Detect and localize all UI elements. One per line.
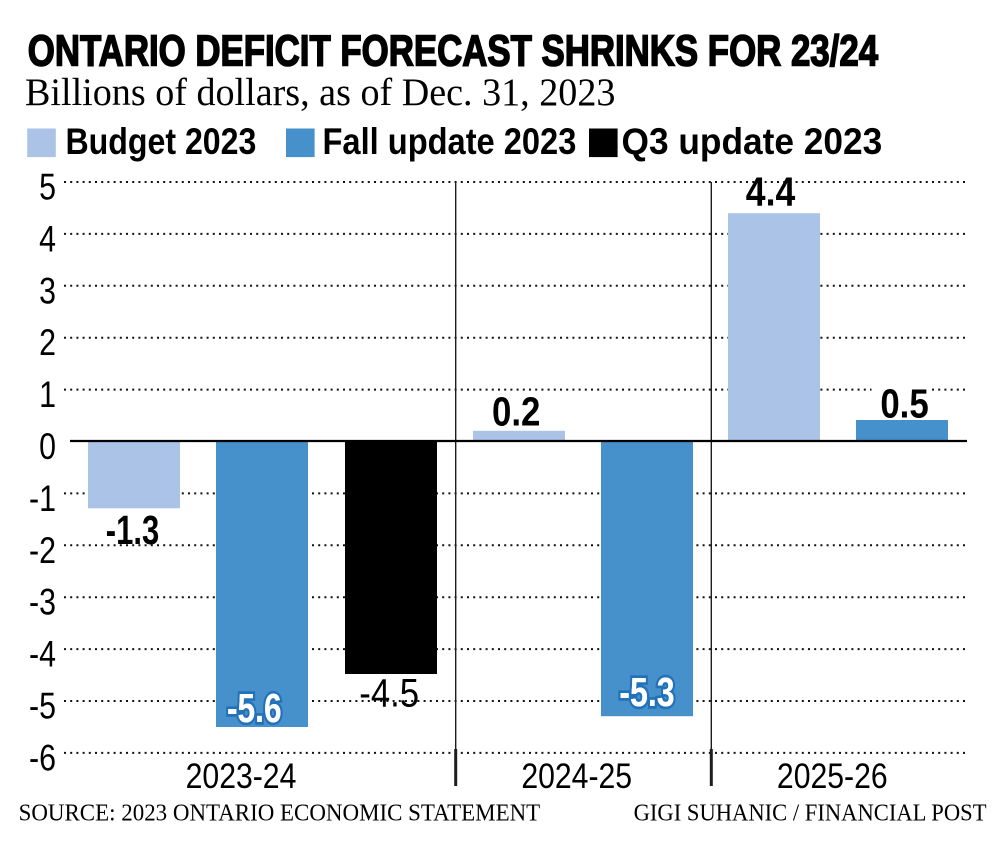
svg-text:GIGI SUHANIC / FINANCIAL POST: GIGI SUHANIC / FINANCIAL POST bbox=[634, 800, 987, 827]
svg-text:Fall update 2023: Fall update 2023 bbox=[323, 121, 577, 162]
svg-text:5: 5 bbox=[39, 167, 56, 209]
svg-text:Budget 2023: Budget 2023 bbox=[66, 122, 257, 163]
svg-text:-1: -1 bbox=[29, 478, 56, 520]
svg-text:Billions of dollars, as of Dec: Billions of dollars, as of Dec. 31, 2023 bbox=[25, 72, 615, 114]
svg-text:-4.5: -4.5 bbox=[359, 670, 419, 715]
svg-text:4.4: 4.4 bbox=[746, 169, 796, 215]
svg-text:1: 1 bbox=[39, 374, 56, 416]
svg-text:2: 2 bbox=[39, 322, 56, 364]
svg-text:-5.6: -5.6 bbox=[227, 685, 282, 731]
svg-text:-2: -2 bbox=[29, 530, 56, 572]
svg-text:2025-26: 2025-26 bbox=[777, 756, 888, 796]
svg-text:-6: -6 bbox=[29, 738, 56, 780]
svg-text:3: 3 bbox=[39, 270, 56, 312]
svg-text:Q3 update 2023: Q3 update 2023 bbox=[622, 120, 883, 162]
svg-text:0.2: 0.2 bbox=[492, 390, 540, 435]
svg-text:-5.3: -5.3 bbox=[619, 669, 674, 715]
svg-text:-5.6: -5.6 bbox=[227, 685, 282, 731]
svg-text:0: 0 bbox=[39, 426, 56, 468]
svg-text:SOURCE: 2023 ONTARIO ECONOMIC: SOURCE: 2023 ONTARIO ECONOMIC STATEMENT bbox=[19, 800, 541, 827]
svg-text:-4: -4 bbox=[29, 634, 56, 676]
svg-text:2024-25: 2024-25 bbox=[521, 756, 632, 796]
svg-text:2023-24: 2023-24 bbox=[186, 756, 297, 796]
svg-text:-1.3: -1.3 bbox=[106, 507, 159, 553]
svg-text:ONTARIO DEFICIT FORECAST SHRIN: ONTARIO DEFICIT FORECAST SHRINKS FOR 23/… bbox=[28, 27, 878, 76]
svg-text:-3: -3 bbox=[29, 582, 56, 624]
svg-text:4: 4 bbox=[39, 219, 56, 261]
svg-text:-5: -5 bbox=[29, 686, 56, 728]
svg-text:0.5: 0.5 bbox=[880, 382, 928, 427]
svg-text:-5.3: -5.3 bbox=[619, 669, 674, 715]
